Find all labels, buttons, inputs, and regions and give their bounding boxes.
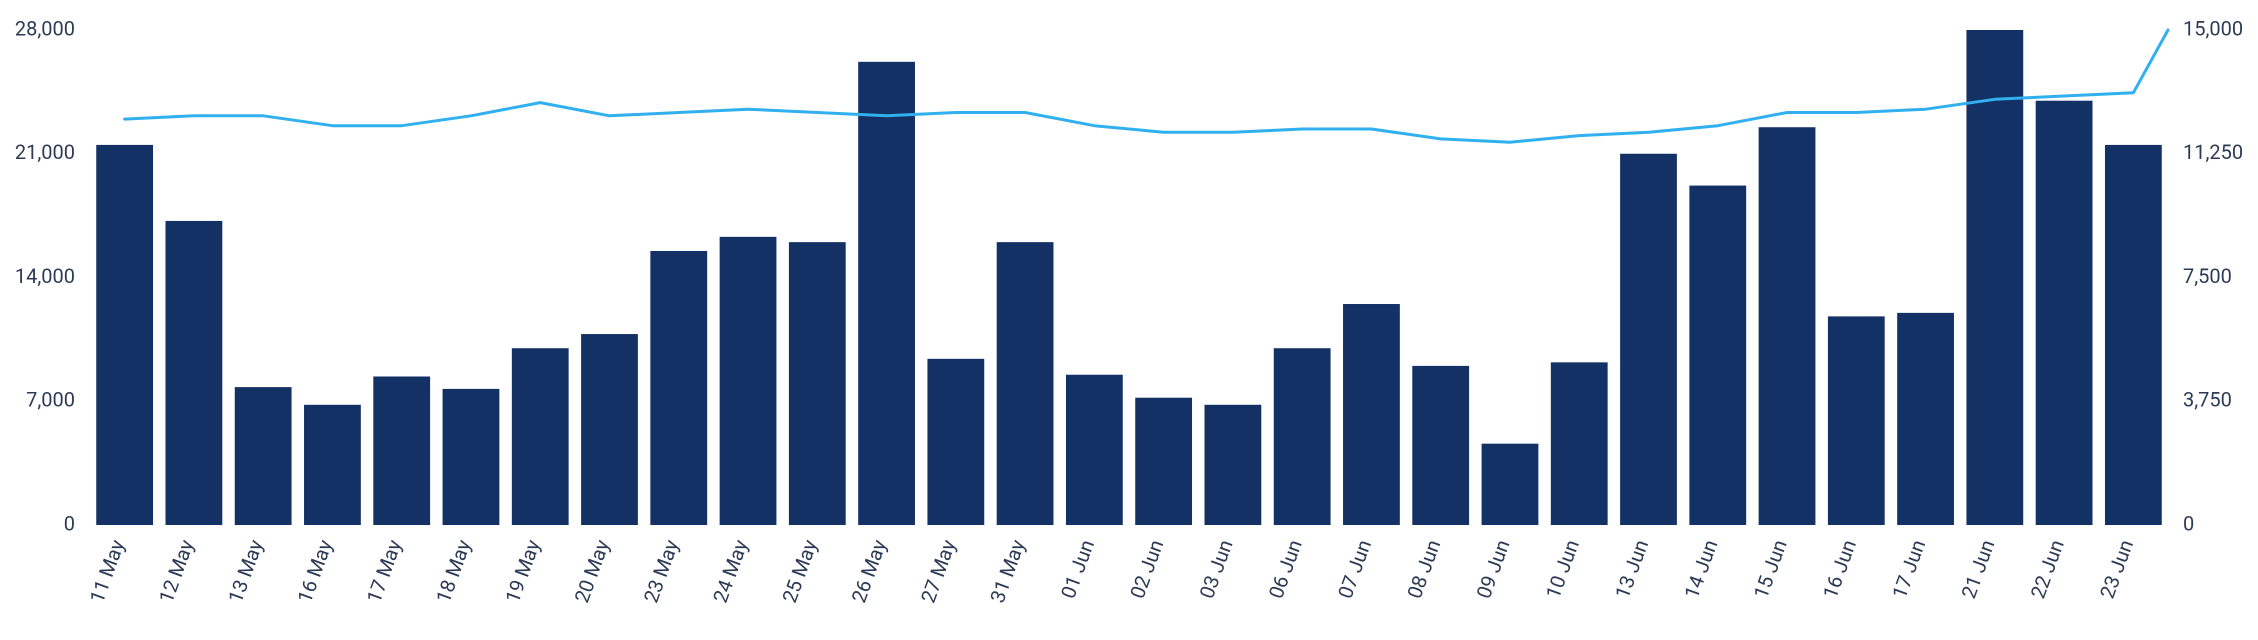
bar — [1482, 444, 1539, 525]
bar — [1135, 398, 1192, 525]
bar — [581, 334, 638, 525]
bar — [1966, 30, 2023, 525]
bar — [720, 237, 777, 525]
y-left-tick-label: 14,000 — [15, 264, 75, 288]
bar — [789, 242, 846, 525]
bar — [927, 359, 984, 525]
chart-svg: 0 7,000 14,000 21,000 28,000 0 3,750 7,500 11,25… — [0, 0, 2258, 640]
bar — [1551, 362, 1608, 525]
dual-axis-bar-line-chart: 0 7,000 14,000 21,000 28,000 0 3,750 7,500 11,25… — [0, 0, 2258, 640]
bar — [235, 387, 292, 525]
y-right-tick-label: 7,500 — [2183, 264, 2232, 288]
bar — [96, 145, 153, 525]
y-right-tick-label: 0 — [2183, 511, 2194, 535]
bar — [373, 377, 430, 526]
bar — [1620, 154, 1677, 525]
bar — [1205, 405, 1262, 525]
bar — [2105, 145, 2162, 525]
bar — [650, 251, 707, 525]
bar — [304, 405, 361, 525]
y-right-tick-label: 11,250 — [2183, 140, 2243, 164]
y-right-tick-label: 15,000 — [2183, 16, 2243, 40]
bar — [1066, 375, 1123, 525]
bar — [443, 389, 500, 525]
bar — [166, 221, 223, 525]
bar — [2036, 101, 2093, 525]
bar — [1897, 313, 1954, 525]
y-left-tick-label: 21,000 — [15, 140, 75, 164]
bar — [858, 62, 915, 525]
bar — [512, 348, 569, 525]
bar — [1274, 348, 1331, 525]
bar — [1689, 186, 1746, 525]
bar — [1828, 316, 1885, 525]
bar — [1759, 127, 1816, 525]
bar — [1343, 304, 1400, 525]
y-left-tick-label: 7,000 — [26, 388, 75, 412]
bar — [997, 242, 1054, 525]
y-left-tick-label: 0 — [64, 511, 75, 535]
y-right-tick-label: 3,750 — [2183, 388, 2232, 412]
bar — [1412, 366, 1469, 525]
y-left-tick-label: 28,000 — [15, 16, 75, 40]
